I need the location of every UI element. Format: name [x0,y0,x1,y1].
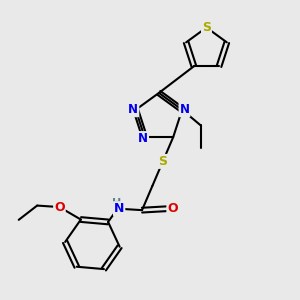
Text: O: O [54,201,65,214]
Text: S: S [158,155,167,168]
Text: N: N [179,103,190,116]
Text: N: N [114,202,124,215]
Text: N: N [138,132,148,145]
Text: N: N [128,103,138,116]
Text: S: S [202,21,211,34]
Text: O: O [167,202,178,215]
Text: H: H [112,198,121,208]
